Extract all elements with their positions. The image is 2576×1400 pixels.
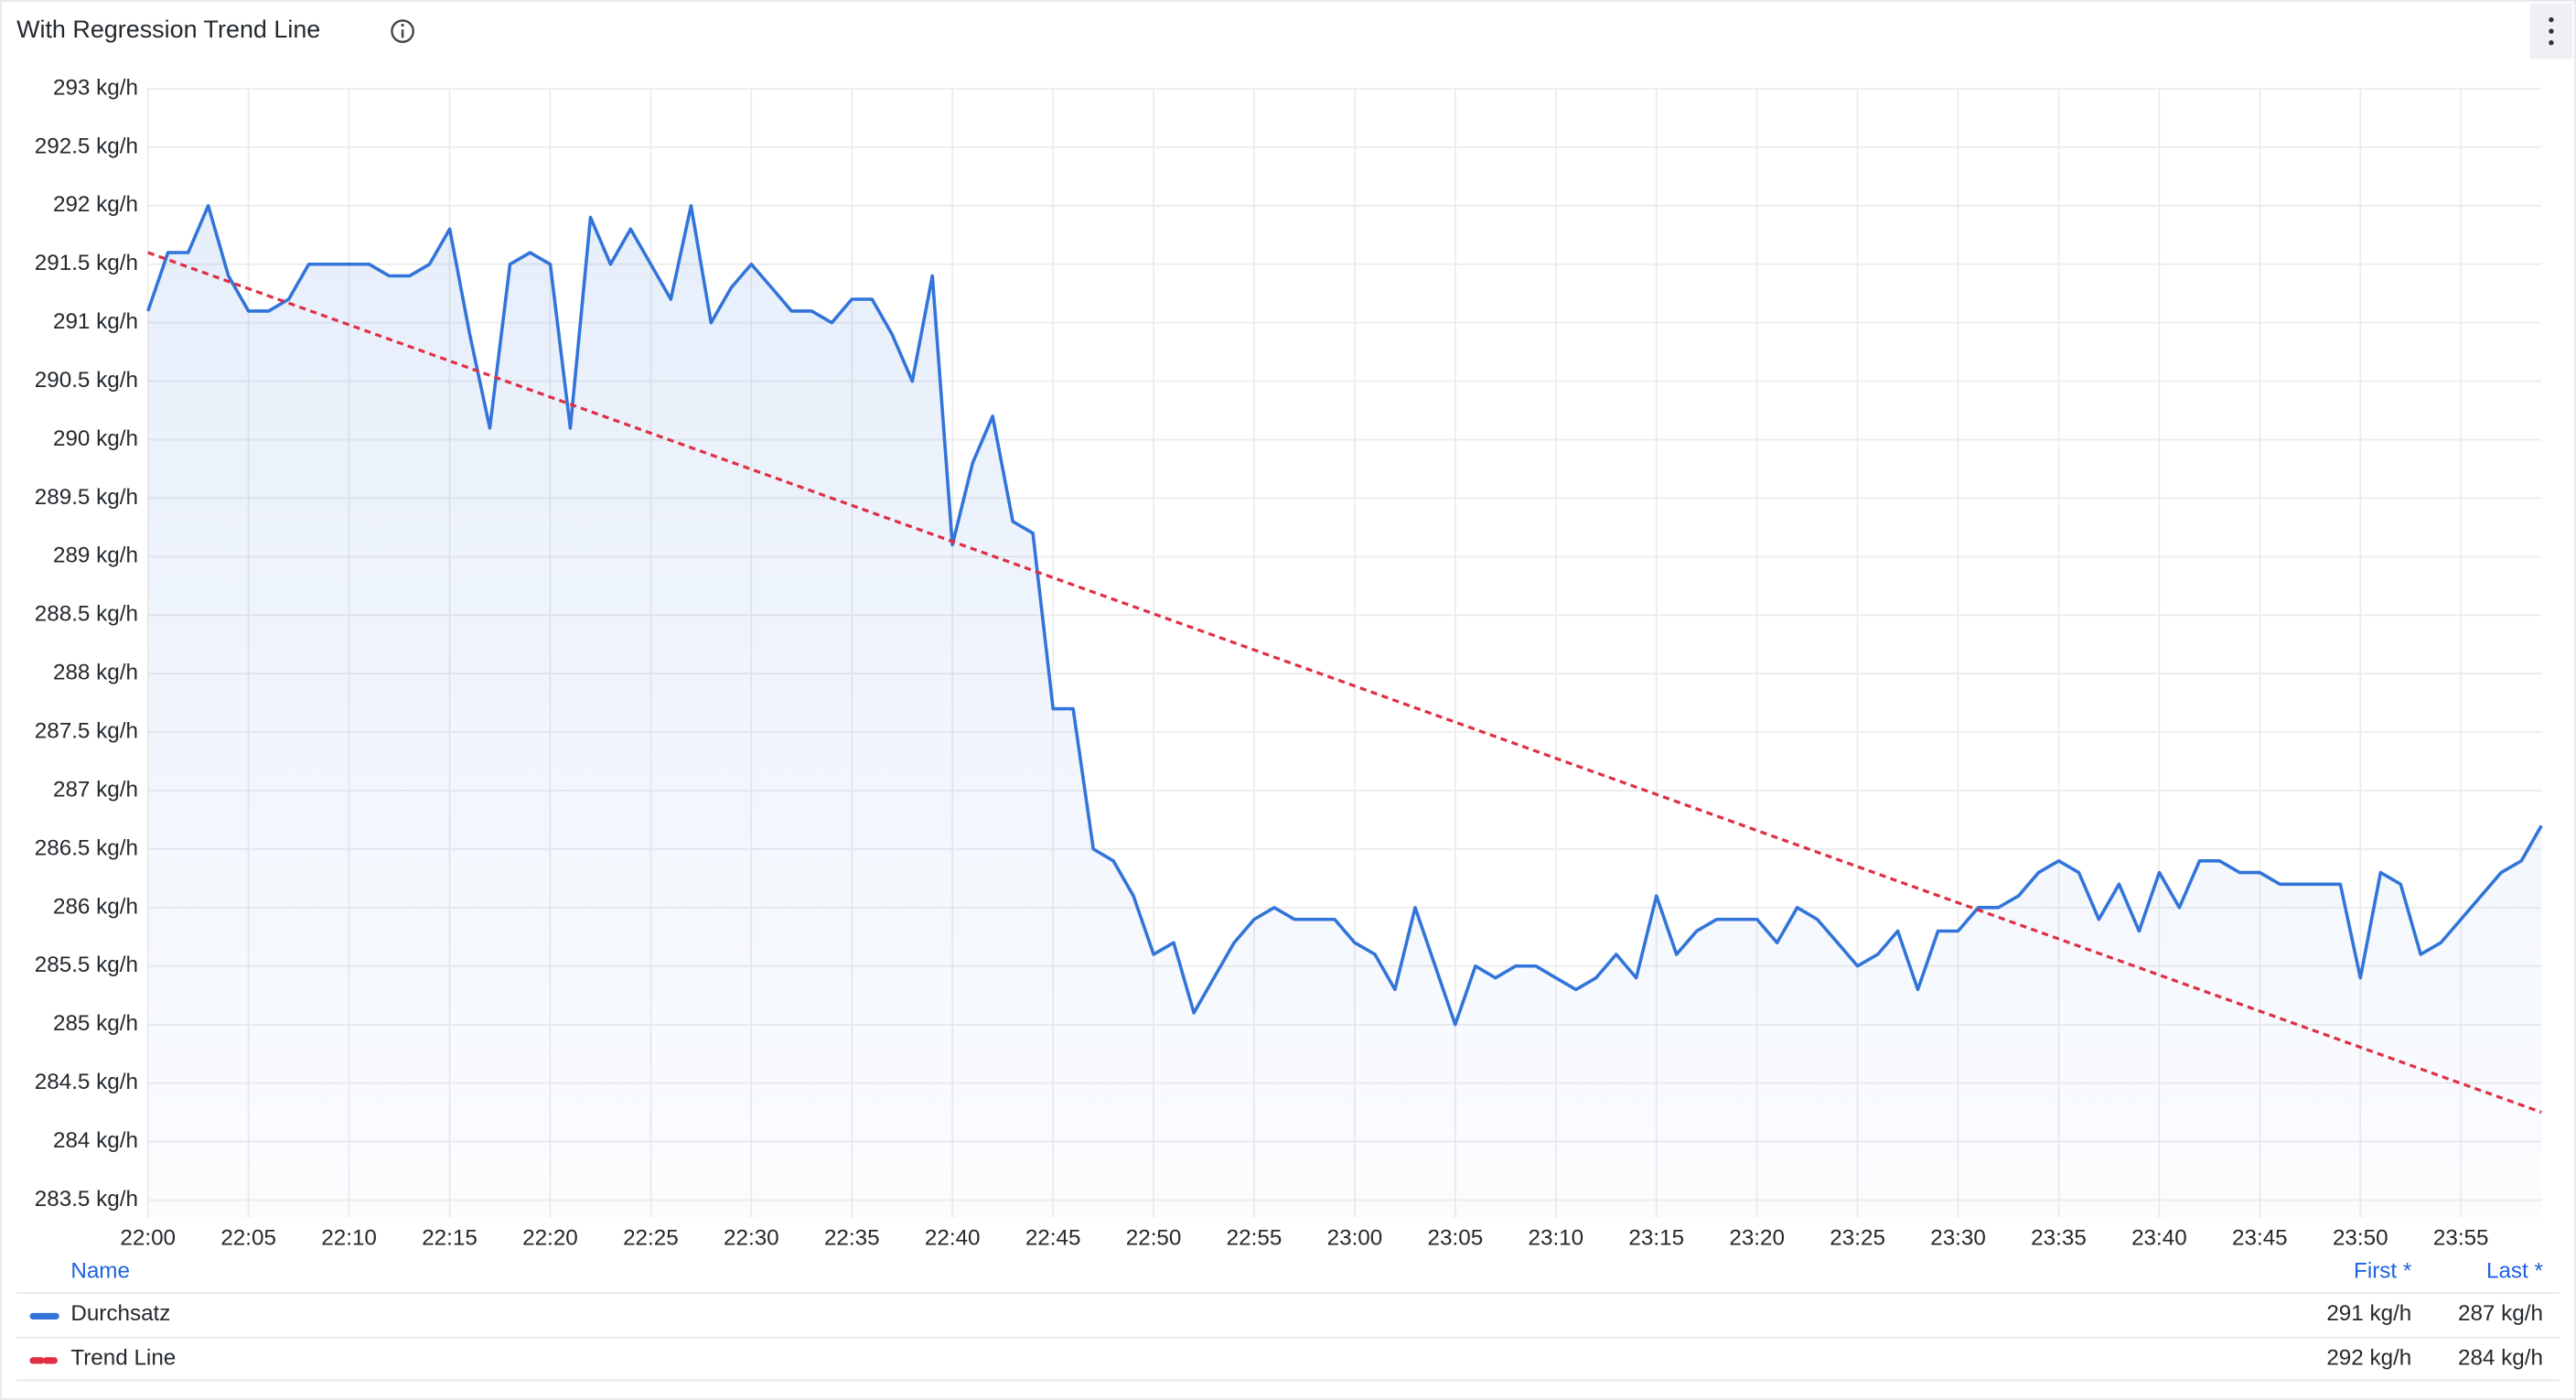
x-tick-label: 22:05 <box>220 1225 276 1250</box>
y-tick-label: 284.5 kg/h <box>35 1070 138 1094</box>
x-tick-label: 23:15 <box>1628 1225 1684 1250</box>
x-tick-label: 23:45 <box>2232 1225 2288 1250</box>
y-tick-label: 287 kg/h <box>53 777 138 802</box>
x-tick-label: 22:15 <box>422 1225 478 1250</box>
y-tick-label: 286 kg/h <box>53 894 138 919</box>
y-tick-label: 292 kg/h <box>53 192 138 217</box>
y-tick-label: 291.5 kg/h <box>35 251 138 275</box>
x-tick-label: 23:00 <box>1327 1225 1383 1250</box>
y-tick-label: 293 kg/h <box>53 75 138 100</box>
x-tick-label: 22:40 <box>925 1225 981 1250</box>
chart-title: With Regression Trend Line <box>16 16 320 43</box>
x-tick-label: 23:40 <box>2131 1225 2187 1250</box>
x-tick-label: 23:35 <box>2031 1225 2087 1250</box>
series-line <box>146 204 2543 1027</box>
panel-menu[interactable] <box>2529 3 2573 59</box>
x-tick-label: 22:50 <box>1126 1225 1182 1250</box>
legend-last: 284 kg/h <box>2458 1346 2543 1371</box>
y-tick-label: 284 kg/h <box>53 1128 138 1153</box>
x-tick-label: 22:55 <box>1227 1225 1283 1250</box>
info-icon[interactable] <box>391 19 414 43</box>
y-tick-label: 289 kg/h <box>53 544 138 568</box>
y-tick-label: 288.5 kg/h <box>35 602 138 627</box>
x-tick-label: 23:50 <box>2333 1225 2388 1250</box>
legend-header: Last * <box>2486 1258 2544 1283</box>
y-tick-label: 287.5 kg/h <box>35 719 138 744</box>
series-line <box>147 251 2542 1115</box>
x-tick-label: 23:05 <box>1428 1225 1484 1250</box>
legend-name: Trend Line <box>70 1346 176 1371</box>
legend-header: First * <box>2354 1258 2412 1283</box>
x-tick-label: 23:25 <box>1830 1225 1885 1250</box>
legend-header: Name <box>70 1258 130 1283</box>
x-tick-label: 23:30 <box>1930 1225 1986 1250</box>
x-tick-label: 23:10 <box>1528 1225 1583 1250</box>
x-tick-label: 22:45 <box>1025 1225 1081 1250</box>
legend-last: 287 kg/h <box>2458 1301 2543 1326</box>
y-tick-label: 291 kg/h <box>53 309 138 334</box>
y-tick-label: 286.5 kg/h <box>35 835 138 860</box>
x-tick-label: 22:10 <box>321 1225 377 1250</box>
x-tick-label: 22:25 <box>623 1225 679 1250</box>
legend-first: 292 kg/h <box>2326 1346 2411 1371</box>
x-tick-label: 22:30 <box>724 1225 779 1250</box>
y-tick-label: 292.5 kg/h <box>35 134 138 158</box>
y-tick-label: 283.5 kg/h <box>35 1187 138 1212</box>
y-tick-label: 285 kg/h <box>53 1011 138 1036</box>
series-area <box>147 205 2542 1218</box>
x-tick-label: 22:35 <box>824 1225 880 1250</box>
legend-first: 291 kg/h <box>2326 1301 2411 1326</box>
x-tick-label: 22:00 <box>120 1225 176 1250</box>
y-tick-label: 290.5 kg/h <box>35 368 138 393</box>
x-tick-label: 23:55 <box>2433 1225 2489 1250</box>
y-tick-label: 289.5 kg/h <box>35 485 138 510</box>
x-tick-label: 22:20 <box>522 1225 578 1250</box>
legend-name: Durchsatz <box>70 1301 170 1326</box>
y-tick-label: 285.5 kg/h <box>35 953 138 977</box>
y-tick-label: 290 kg/h <box>53 426 138 451</box>
x-tick-label: 23:20 <box>1729 1225 1785 1250</box>
y-tick-label: 288 kg/h <box>53 661 138 685</box>
